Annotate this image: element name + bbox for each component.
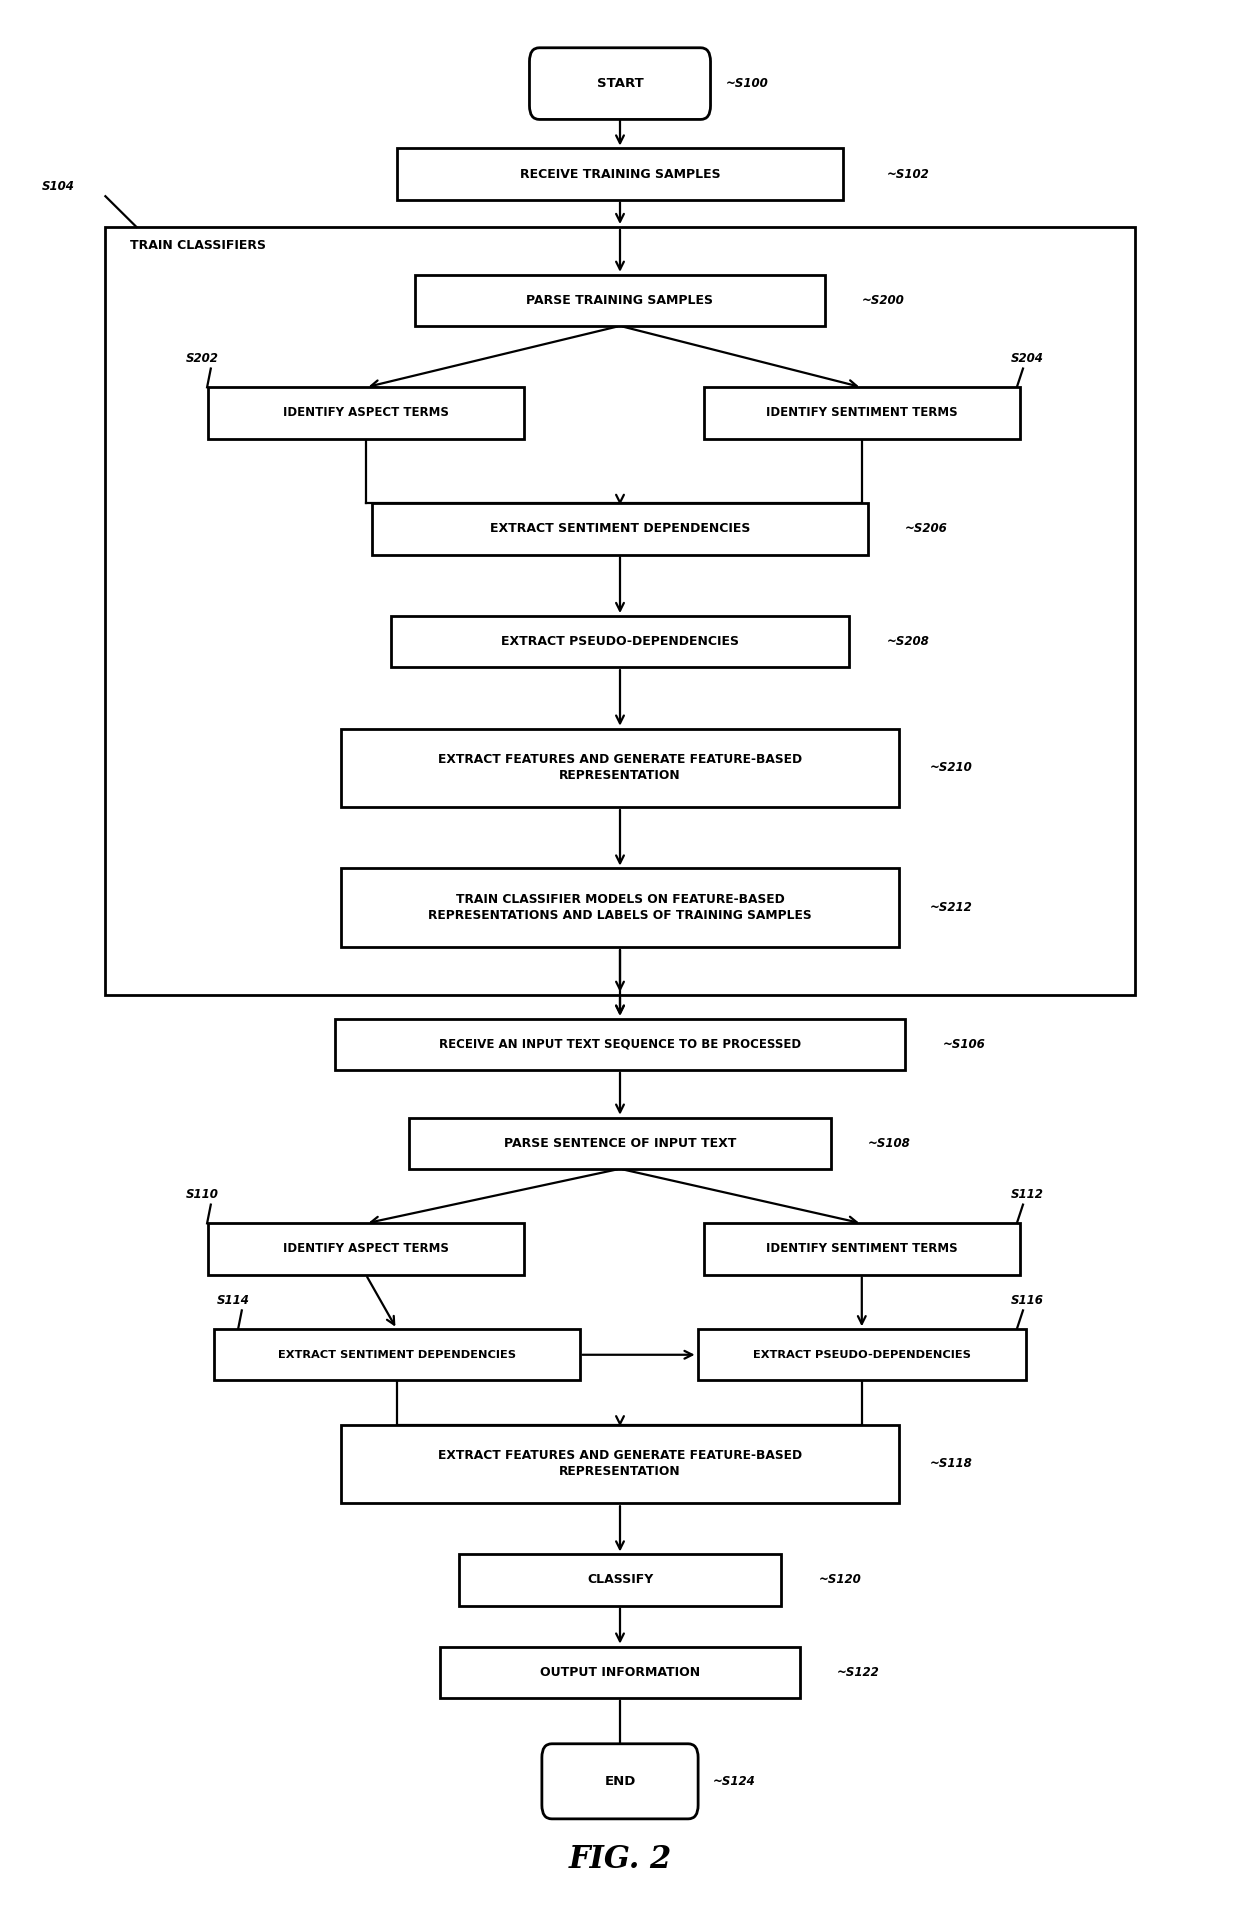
Text: PARSE SENTENCE OF INPUT TEXT: PARSE SENTENCE OF INPUT TEXT bbox=[503, 1137, 737, 1150]
Bar bbox=[341, 728, 899, 806]
Bar bbox=[372, 503, 868, 554]
Text: S110: S110 bbox=[186, 1189, 219, 1202]
Text: IDENTIFY ASPECT TERMS: IDENTIFY ASPECT TERMS bbox=[283, 1242, 449, 1256]
Text: S114: S114 bbox=[217, 1294, 250, 1307]
Bar bbox=[391, 615, 849, 667]
FancyBboxPatch shape bbox=[529, 48, 711, 120]
Text: EXTRACT SENTIMENT DEPENDENCIES: EXTRACT SENTIMENT DEPENDENCIES bbox=[278, 1349, 516, 1361]
Text: EXTRACT SENTIMENT DEPENDENCIES: EXTRACT SENTIMENT DEPENDENCIES bbox=[490, 522, 750, 535]
Text: RECEIVE TRAINING SAMPLES: RECEIVE TRAINING SAMPLES bbox=[520, 168, 720, 180]
FancyBboxPatch shape bbox=[542, 1743, 698, 1819]
Text: ~S206: ~S206 bbox=[905, 522, 947, 535]
Bar bbox=[207, 1223, 523, 1275]
Bar bbox=[397, 149, 843, 199]
Text: FIG. 2: FIG. 2 bbox=[568, 1844, 672, 1875]
Text: ~S106: ~S106 bbox=[942, 1038, 985, 1051]
Text: EXTRACT PSEUDO-DEPENDENCIES: EXTRACT PSEUDO-DEPENDENCIES bbox=[501, 634, 739, 648]
Text: PARSE TRAINING SAMPLES: PARSE TRAINING SAMPLES bbox=[527, 294, 713, 308]
Bar bbox=[703, 1223, 1019, 1275]
Bar bbox=[415, 275, 825, 327]
Bar bbox=[703, 388, 1019, 438]
Bar bbox=[335, 1019, 905, 1070]
Text: ~S208: ~S208 bbox=[887, 634, 929, 648]
Text: ~S124: ~S124 bbox=[713, 1775, 755, 1789]
Text: ~S118: ~S118 bbox=[930, 1458, 972, 1470]
Text: ~S212: ~S212 bbox=[930, 902, 972, 913]
Text: S204: S204 bbox=[1011, 352, 1044, 365]
Bar bbox=[207, 388, 523, 438]
Bar bbox=[409, 1118, 831, 1170]
Bar bbox=[440, 1647, 800, 1697]
Text: ~S100: ~S100 bbox=[725, 76, 768, 90]
Text: ~S210: ~S210 bbox=[930, 761, 972, 774]
Text: IDENTIFY SENTIMENT TERMS: IDENTIFY SENTIMENT TERMS bbox=[766, 1242, 957, 1256]
Bar bbox=[697, 1330, 1025, 1380]
Text: EXTRACT PSEUDO-DEPENDENCIES: EXTRACT PSEUDO-DEPENDENCIES bbox=[753, 1349, 971, 1361]
Text: TRAIN CLASSIFIERS: TRAIN CLASSIFIERS bbox=[130, 239, 267, 252]
Text: END: END bbox=[604, 1775, 636, 1789]
Text: CLASSIFY: CLASSIFY bbox=[587, 1573, 653, 1586]
Text: START: START bbox=[596, 76, 644, 90]
Text: ~S200: ~S200 bbox=[862, 294, 904, 308]
Text: ~S122: ~S122 bbox=[837, 1666, 879, 1678]
Text: OUTPUT INFORMATION: OUTPUT INFORMATION bbox=[539, 1666, 701, 1678]
Text: RECEIVE AN INPUT TEXT SEQUENCE TO BE PROCESSED: RECEIVE AN INPUT TEXT SEQUENCE TO BE PRO… bbox=[439, 1038, 801, 1051]
Text: IDENTIFY ASPECT TERMS: IDENTIFY ASPECT TERMS bbox=[283, 407, 449, 419]
Text: IDENTIFY SENTIMENT TERMS: IDENTIFY SENTIMENT TERMS bbox=[766, 407, 957, 419]
Bar bbox=[459, 1554, 781, 1605]
Text: S116: S116 bbox=[1011, 1294, 1044, 1307]
Text: EXTRACT FEATURES AND GENERATE FEATURE-BASED
REPRESENTATION: EXTRACT FEATURES AND GENERATE FEATURE-BA… bbox=[438, 753, 802, 782]
Text: S202: S202 bbox=[186, 352, 219, 365]
Text: ~S108: ~S108 bbox=[868, 1137, 910, 1150]
Text: S104: S104 bbox=[41, 180, 74, 193]
Text: EXTRACT FEATURES AND GENERATE FEATURE-BASED
REPRESENTATION: EXTRACT FEATURES AND GENERATE FEATURE-BA… bbox=[438, 1449, 802, 1479]
Text: TRAIN CLASSIFIER MODELS ON FEATURE-BASED
REPRESENTATIONS AND LABELS OF TRAINING : TRAIN CLASSIFIER MODELS ON FEATURE-BASED… bbox=[428, 892, 812, 923]
Text: ~S120: ~S120 bbox=[818, 1573, 861, 1586]
Bar bbox=[105, 227, 1135, 996]
Bar bbox=[341, 1426, 899, 1504]
Bar bbox=[215, 1330, 580, 1380]
Text: ~S102: ~S102 bbox=[887, 168, 929, 180]
Bar bbox=[341, 868, 899, 948]
Text: S112: S112 bbox=[1011, 1189, 1044, 1202]
